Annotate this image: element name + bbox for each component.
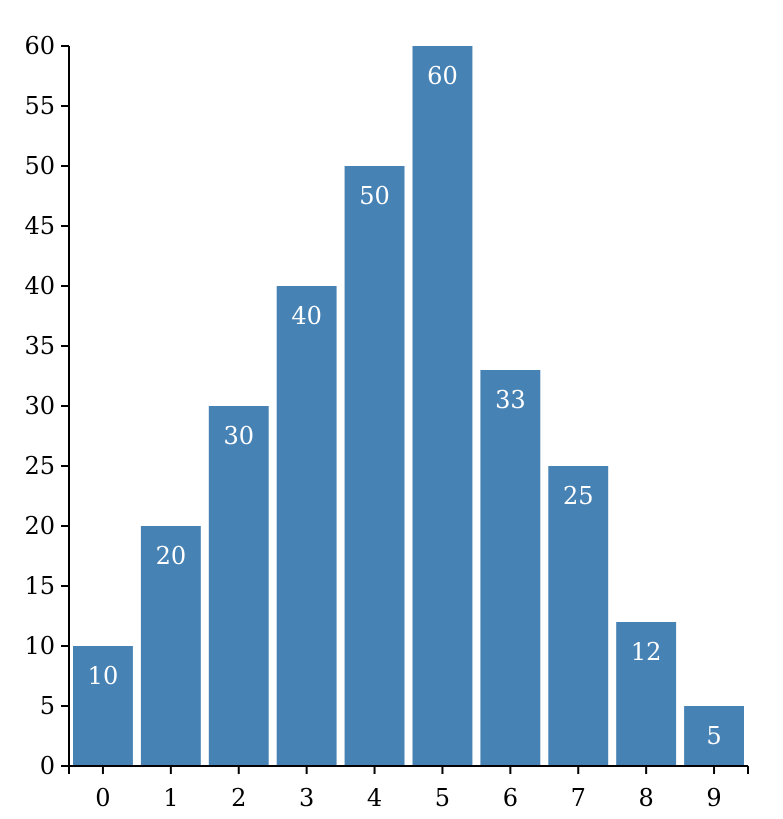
y-tick-label-60: 60 xyxy=(24,32,55,60)
bar-4 xyxy=(344,166,405,766)
bar-7 xyxy=(548,466,609,766)
bar-label-7: 25 xyxy=(563,482,594,510)
bar-label-0: 10 xyxy=(88,662,119,690)
bar-label-2: 30 xyxy=(223,422,254,450)
y-tick-label-55: 55 xyxy=(24,92,55,120)
y-tick-label-35: 35 xyxy=(24,332,55,360)
bar-label-3: 40 xyxy=(291,302,322,330)
y-tick-label-15: 15 xyxy=(24,572,55,600)
y-tick-label-40: 40 xyxy=(24,272,55,300)
y-tick-label-25: 25 xyxy=(24,452,55,480)
bar-6 xyxy=(480,370,541,766)
bar-0 xyxy=(73,646,133,766)
x-tick-label-9: 9 xyxy=(706,784,721,812)
y-tick-label-5: 5 xyxy=(40,692,55,720)
bar-5 xyxy=(412,46,473,766)
bar-label-8: 12 xyxy=(631,638,662,666)
y-tick-label-45: 45 xyxy=(24,212,55,240)
x-tick-label-6: 6 xyxy=(503,784,518,812)
bar-3 xyxy=(276,286,337,766)
x-axis: 0 1 2 3 4 5 6 7 8 9 xyxy=(68,765,749,812)
bar-label-1: 20 xyxy=(156,542,187,570)
x-tick-label-4: 4 xyxy=(367,784,382,812)
x-tick-label-5: 5 xyxy=(435,784,450,812)
bar-8 xyxy=(616,622,677,766)
bar-9 xyxy=(684,706,744,766)
bar-label-5: 60 xyxy=(427,62,458,90)
y-tick-label-0: 0 xyxy=(40,752,55,780)
bar-labels-layer: 10 20 30 40 50 60 33 25 12 5 xyxy=(88,62,722,750)
bars-layer xyxy=(73,46,744,766)
y-tick-label-30: 30 xyxy=(24,392,55,420)
x-tick-label-0: 0 xyxy=(95,784,110,812)
x-tick-label-1: 1 xyxy=(163,784,178,812)
bar-label-6: 33 xyxy=(495,386,526,414)
bar-1 xyxy=(140,526,201,766)
y-axis: 0 5 10 15 20 25 30 35 40 45 50 55 60 xyxy=(24,32,70,780)
x-tick-label-2: 2 xyxy=(231,784,246,812)
y-tick-label-50: 50 xyxy=(24,152,55,180)
bar-label-9: 5 xyxy=(706,722,721,750)
bar-label-4: 50 xyxy=(359,182,390,210)
bar-2 xyxy=(208,406,269,766)
x-tick-label-7: 7 xyxy=(571,784,586,812)
x-tick-label-3: 3 xyxy=(299,784,314,812)
x-tick-label-8: 8 xyxy=(639,784,654,812)
y-tick-label-10: 10 xyxy=(24,632,55,660)
y-tick-label-20: 20 xyxy=(24,512,55,540)
